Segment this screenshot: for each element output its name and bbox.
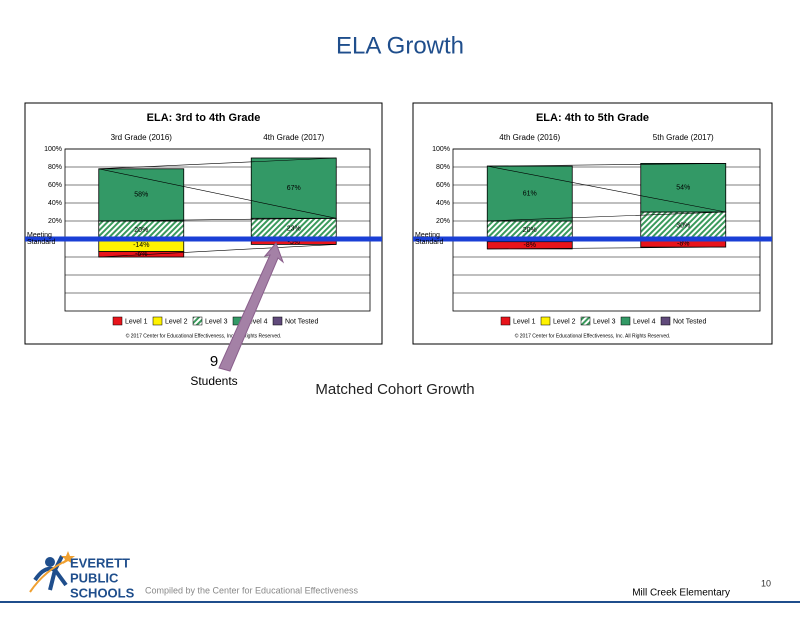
- value-label: -14%: [133, 242, 149, 249]
- value-label: 54%: [676, 185, 690, 192]
- y-tick-label: 20%: [436, 218, 450, 225]
- caption: Matched Cohort Growth: [315, 381, 474, 398]
- legend-label: Level 2: [165, 318, 188, 325]
- value-label: 23%: [287, 225, 301, 232]
- y-tick-label: 80%: [48, 164, 62, 171]
- value-label: 58%: [134, 192, 148, 199]
- value-label: 20%: [523, 227, 537, 234]
- zero-label: Meeting: [415, 232, 440, 239]
- value-label: 30%: [676, 222, 690, 229]
- value-label: 61%: [523, 190, 537, 197]
- bar-segment: [486, 241, 573, 250]
- category-label: 4th Grade (2017): [263, 133, 324, 142]
- y-tick-label: 100%: [432, 146, 450, 153]
- legend-swatch: [272, 316, 283, 326]
- y-tick-label: 80%: [436, 164, 450, 171]
- connector: [98, 244, 337, 258]
- footer-school: Mill Creek Elementary: [632, 588, 730, 599]
- zero-label: Standard: [415, 239, 444, 246]
- y-tick-label: 40%: [48, 200, 62, 207]
- legend-label: Level 2: [553, 318, 576, 325]
- annotation-text: Students: [190, 374, 237, 388]
- logo-line: SCHOOLS: [70, 585, 135, 600]
- connector: [98, 218, 337, 222]
- logo-figure: [29, 551, 75, 593]
- legend-label: Level 3: [205, 318, 228, 325]
- connector: [487, 246, 726, 250]
- footer-credit: Compiled by the Center for Educational E…: [145, 585, 358, 595]
- chart: ELA: 4th to 5th Grade 100% 80% 60% 40% 20% 4th…: [412, 102, 773, 345]
- legend-swatch: [540, 316, 551, 326]
- category-label: 4th Grade (2016): [499, 133, 560, 142]
- category-label: 3rd Grade (2016): [111, 133, 173, 142]
- y-tick-label: 60%: [436, 182, 450, 189]
- legend-label: Level 1: [513, 318, 536, 325]
- zero-label: Meeting: [27, 232, 52, 239]
- chart-title: ELA: 3rd to 4th Grade: [147, 112, 261, 124]
- legend-label: Level 4: [633, 318, 656, 325]
- legend-label: Level 1: [125, 318, 148, 325]
- connector: [487, 211, 726, 222]
- legend-label: Level 4: [245, 318, 268, 325]
- value-label: 67%: [287, 185, 301, 192]
- connector: [98, 157, 337, 170]
- annotation-count: 9: [210, 353, 218, 370]
- legend-label: Not Tested: [285, 318, 318, 325]
- y-tick-label: 60%: [48, 182, 62, 189]
- connector: [487, 165, 726, 213]
- logo-line: EVERETT: [70, 555, 130, 570]
- bar-segment: [98, 251, 185, 258]
- legend-swatch: [112, 316, 123, 326]
- slide-title: ELA Growth: [336, 32, 464, 59]
- bar-segment: [250, 157, 337, 219]
- connector: [487, 163, 726, 167]
- legend-swatch: [192, 316, 203, 326]
- legend-swatch: [152, 316, 163, 326]
- value-label: -8%: [677, 240, 689, 247]
- copyright: © 2017 Center for Educational Effectiven…: [515, 332, 671, 339]
- bar-segment: [98, 168, 185, 222]
- zero-label: Standard: [27, 239, 56, 246]
- value-label: -8%: [524, 242, 536, 249]
- charts: ELA: 3rd to 4th Grade 100% 80% 60% 40% 20% 3rd…: [24, 102, 773, 345]
- chart-title: ELA: 4th to 5th Grade: [536, 112, 649, 124]
- value-label: -5%: [288, 239, 300, 246]
- legend-label: Level 3: [593, 318, 616, 325]
- legend-swatch: [620, 316, 631, 326]
- y-tick-label: 100%: [44, 146, 62, 153]
- legend-swatch: [660, 316, 671, 326]
- y-tick-label: 40%: [436, 200, 450, 207]
- copyright: © 2017 Center for Educational Effectiven…: [126, 332, 282, 339]
- chart: ELA: 3rd to 4th Grade 100% 80% 60% 40% 20% 3rd…: [24, 102, 383, 345]
- page-number: 10: [761, 578, 771, 588]
- value-label: 20%: [134, 227, 148, 234]
- logo-line: PUBLIC: [70, 570, 119, 585]
- legend-swatch: [500, 316, 511, 326]
- annotation-arrow: [218, 242, 285, 372]
- connector: [98, 168, 337, 219]
- legend-label: Not Tested: [673, 318, 706, 325]
- bar-segment: [640, 211, 727, 240]
- bar-segment: [486, 165, 573, 222]
- y-tick-label: 20%: [48, 218, 62, 225]
- category-label: 5th Grade (2017): [653, 133, 714, 142]
- legend-swatch: [580, 316, 591, 326]
